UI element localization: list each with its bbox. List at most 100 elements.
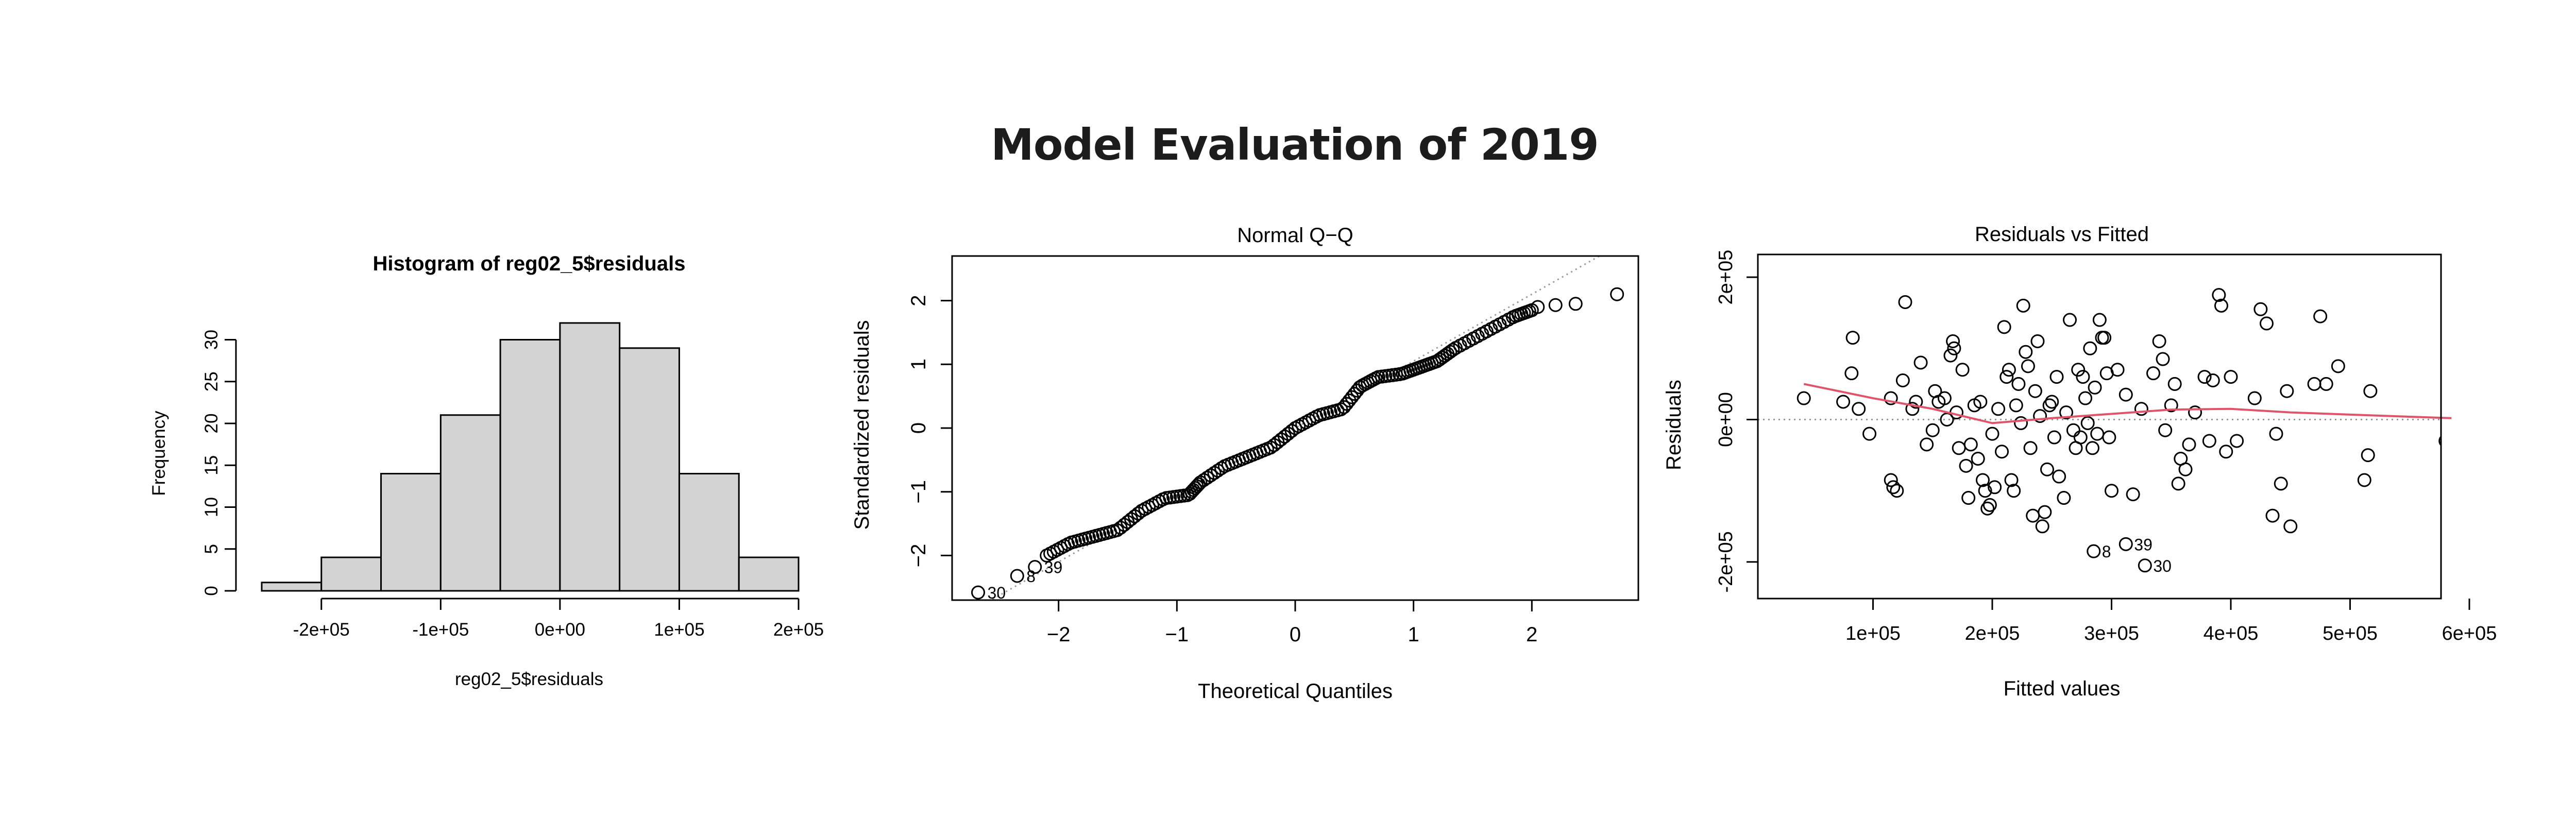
rf-point [2197, 370, 2212, 384]
qq-point [1207, 466, 1222, 480]
rf-point [2182, 437, 2196, 452]
rf-point [2047, 430, 2061, 445]
rf-point [2088, 380, 2102, 395]
rf-point [2090, 427, 2105, 441]
rf-point [2049, 370, 2064, 384]
rf-point [2274, 476, 2288, 491]
rf-point [2126, 487, 2140, 502]
rf-point [2178, 462, 2193, 476]
rf-point [1985, 427, 1999, 441]
qq-point [1568, 297, 1583, 311]
rf-point [2092, 313, 2107, 327]
qq-point [1010, 569, 1024, 583]
residuals-vs-fitted-chart: Residuals vs Fitted Fitted values Residu… [1663, 223, 2497, 700]
rf-point [1982, 498, 1997, 512]
qq-point [1131, 506, 1145, 521]
rf-smoother-line [1803, 383, 2452, 424]
histogram-bar [619, 347, 680, 592]
qq-plot-y-label: Standardized residuals [851, 320, 873, 530]
rf-point [2319, 377, 2333, 391]
qq-plot-chart: Normal Q−Q Theoretical Quantiles Standar… [851, 224, 1639, 703]
rf-point [2014, 416, 2028, 430]
rf-point [2002, 363, 2016, 377]
rf-point [2040, 462, 2054, 476]
rf-point [2224, 370, 2238, 384]
qq-point [1211, 464, 1225, 478]
rf-point [1852, 402, 1866, 416]
histogram-x-tick-label: -1e+05 [412, 620, 469, 640]
rf-point [1947, 341, 1961, 355]
qq-x-tick-label: 1 [1408, 623, 1419, 646]
histogram-x-tick-label: -2e+05 [293, 620, 350, 640]
histogram-x-label: reg02_5$residuals [455, 669, 603, 689]
rf-point [1940, 413, 1954, 427]
rf-point [1955, 363, 1970, 377]
rf-point [2214, 298, 2228, 313]
qq-point-label: 30 [988, 584, 1006, 602]
rf-point [1973, 395, 1988, 409]
rf-point [2331, 359, 2345, 373]
rf-point [2280, 384, 2294, 398]
rf-point [2085, 441, 2099, 455]
rf-point [1950, 405, 1964, 420]
rf-point [1959, 458, 1973, 473]
rf-point [1845, 331, 1860, 345]
rf-point [2230, 434, 2244, 448]
page-title: Model Evaluation of 2019 [991, 120, 1599, 170]
rf-point [2038, 505, 2052, 519]
rf-point [1836, 395, 1851, 409]
rf-point [1991, 402, 2006, 416]
qq-point-label: 8 [1026, 567, 1036, 586]
rf-point [2007, 484, 2021, 498]
rf-point [2071, 363, 2086, 377]
rf-point [1988, 480, 2002, 495]
rf-point [1920, 437, 1934, 452]
rf-point [2033, 409, 2047, 423]
rf-point [1884, 473, 1898, 487]
qq-y-tick-label: 2 [907, 295, 930, 306]
rf-point [2042, 398, 2057, 413]
rf-y-tick-label: 2e+05 [1715, 250, 1737, 305]
rf-point [1862, 427, 1877, 441]
rf-point [2363, 384, 2378, 398]
rf-point [2028, 384, 2042, 398]
rf-point [2076, 370, 2090, 384]
rf-point [2052, 469, 2066, 484]
histogram-bar [559, 322, 621, 592]
rf-x-tick-label: 2e+05 [1965, 623, 2020, 644]
rf-point [2219, 445, 2233, 459]
rf-point [1937, 391, 1952, 405]
rf-point [1886, 480, 1901, 495]
rf-point [2083, 341, 2097, 355]
rf-point [2438, 435, 2441, 447]
rf-x-tick-label: 6e+05 [2442, 623, 2497, 644]
rf-point [2361, 448, 2375, 463]
rf-point [2080, 416, 2095, 430]
rf-point [1997, 320, 2011, 334]
rf-point [2206, 373, 2220, 387]
rf-point [1909, 395, 1923, 409]
histogram-y-tick-label: 10 [201, 497, 222, 517]
rf-point [2004, 473, 2019, 487]
rf-point [2152, 334, 2166, 348]
rf-point [1913, 355, 1928, 370]
rf-point [2119, 387, 2133, 402]
rf-point [2059, 405, 2074, 420]
rf-point [2066, 423, 2080, 437]
rf-point [2011, 377, 2026, 391]
rf-point [2078, 391, 2093, 405]
qq-y-tick-label: −1 [907, 480, 930, 504]
rf-point [1943, 348, 1958, 363]
rf-point [1898, 295, 1912, 309]
rf-point [2253, 302, 2268, 316]
qq-point [1263, 440, 1278, 455]
histogram-y-tick-label: 0 [201, 586, 222, 595]
rf-point [2097, 331, 2112, 345]
rf-point [2134, 402, 2148, 416]
qq-point [1548, 298, 1563, 312]
rf-point [1963, 437, 1978, 452]
histogram-y-tick-label: 25 [201, 371, 222, 391]
histogram-y-label: Frequency [149, 411, 169, 496]
rf-point [2062, 313, 2077, 327]
